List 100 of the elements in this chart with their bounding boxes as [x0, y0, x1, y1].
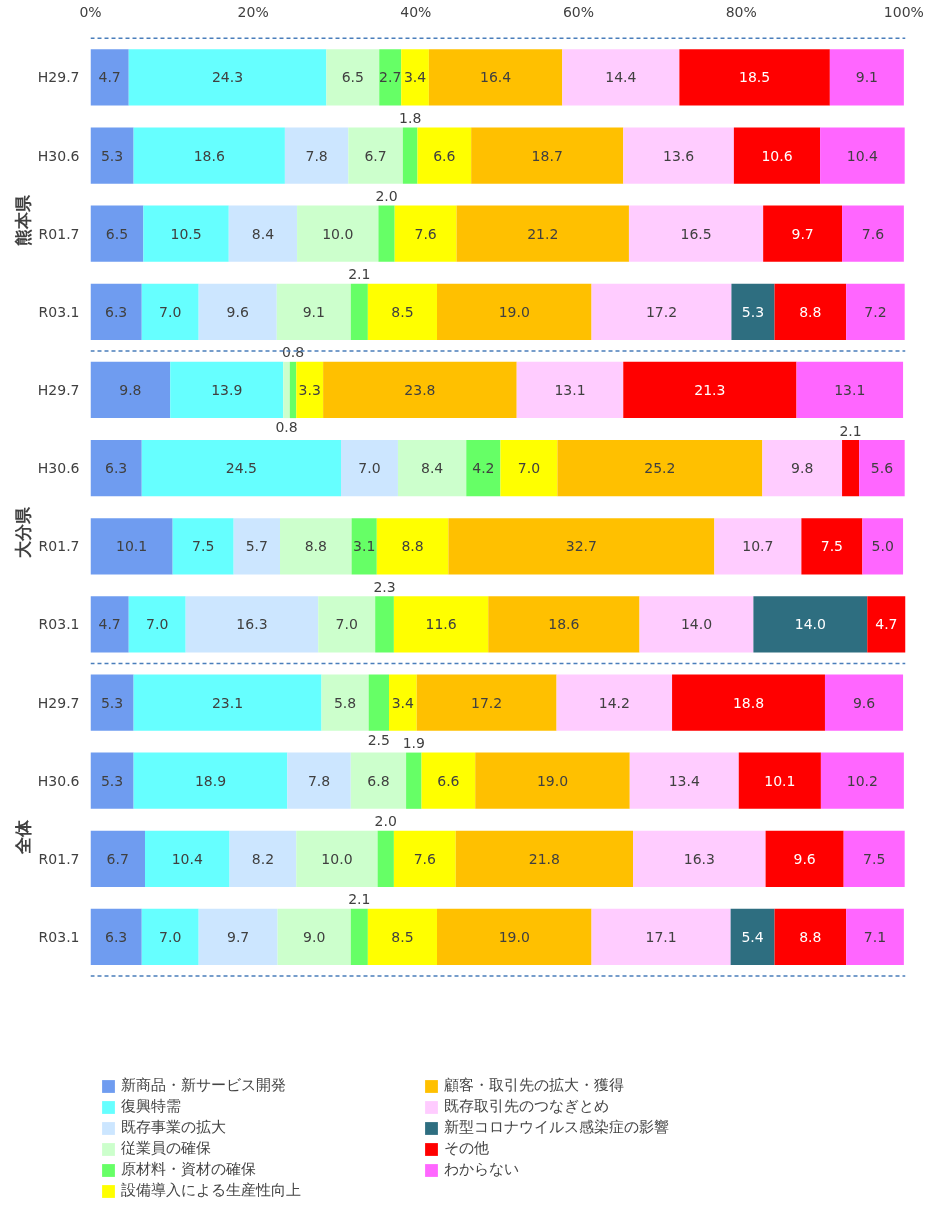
y-tick-label: R03.1 — [38, 616, 80, 633]
data-label: 2.0 — [374, 813, 397, 830]
data-label: 6.3 — [104, 460, 128, 477]
bar — [867, 596, 906, 653]
data-label: 17.2 — [471, 694, 503, 711]
data-label: 9.0 — [303, 928, 326, 945]
bar — [90, 361, 171, 419]
bar — [133, 752, 288, 809]
x-tick-label: 0% — [79, 3, 102, 20]
bar — [90, 752, 134, 809]
bar — [633, 830, 766, 887]
bar — [842, 439, 860, 497]
bar — [774, 283, 847, 340]
bar — [229, 830, 297, 887]
data-label: 6.5 — [105, 225, 129, 242]
bar — [90, 127, 134, 184]
bar — [591, 283, 732, 340]
data-label: 18.7 — [531, 147, 563, 164]
bar — [401, 49, 429, 106]
bar — [348, 127, 403, 184]
data-label: 5.3 — [741, 303, 765, 320]
data-label: 10.1 — [764, 772, 796, 789]
bar — [623, 361, 797, 419]
data-label: 25.2 — [644, 460, 676, 477]
data-label: 23.8 — [404, 381, 436, 398]
bar — [376, 518, 449, 575]
bar — [350, 752, 407, 809]
data-label: 5.4 — [741, 928, 764, 945]
bar — [437, 283, 592, 340]
bar — [228, 205, 298, 262]
data-label: 13.4 — [668, 772, 700, 789]
bar — [820, 127, 905, 184]
bar — [283, 361, 290, 419]
bar — [406, 752, 422, 809]
bar — [824, 674, 904, 731]
data-label: 9.7 — [226, 928, 250, 945]
data-label: 2.1 — [348, 266, 371, 283]
bar — [562, 49, 680, 106]
data-label: 10.2 — [846, 772, 878, 789]
bar — [796, 361, 904, 419]
bar — [379, 49, 402, 106]
legend-label: 従業員の確保 — [121, 1139, 212, 1158]
y-tick-label: H30.6 — [37, 772, 80, 789]
data-label: 7.0 — [517, 460, 541, 477]
data-label: 10.5 — [170, 225, 202, 242]
data-label: 9.1 — [855, 69, 878, 86]
data-label: 3.3 — [298, 381, 321, 398]
data-label: 7.0 — [159, 928, 182, 945]
data-label: 5.3 — [100, 147, 124, 164]
bar — [456, 205, 629, 262]
data-label: 10.7 — [742, 538, 774, 555]
data-label: 7.1 — [863, 928, 887, 945]
data-label: 17.2 — [645, 303, 678, 320]
data-label: 14.0 — [680, 616, 713, 633]
data-label: 21.3 — [694, 381, 726, 398]
data-label: 1.9 — [402, 735, 425, 752]
data-label: 19.0 — [498, 928, 530, 945]
bar — [416, 674, 557, 731]
data-label: 14.4 — [605, 69, 637, 86]
data-label: 6.6 — [433, 147, 456, 164]
bar — [296, 830, 378, 887]
bar — [731, 283, 775, 340]
bar — [733, 127, 821, 184]
data-label: 6.5 — [341, 69, 364, 86]
data-label: 7.0 — [159, 303, 182, 320]
bar — [284, 127, 349, 184]
bar — [862, 518, 904, 575]
data-label: 8.2 — [251, 850, 275, 867]
data-label: 3.4 — [403, 69, 427, 86]
legend-label: その他 — [444, 1139, 490, 1158]
data-label: 14.2 — [598, 694, 630, 711]
bar — [762, 439, 843, 497]
bar — [421, 752, 476, 809]
data-label: 7.6 — [414, 225, 437, 242]
data-label: 8.8 — [304, 538, 327, 555]
bar — [774, 908, 847, 966]
data-label: 5.3 — [100, 772, 124, 789]
bar — [350, 283, 368, 340]
data-label: 8.5 — [391, 303, 414, 320]
legend-label: 新商品・新サービス開発 — [121, 1076, 287, 1095]
data-label: 9.6 — [226, 303, 249, 320]
bar — [198, 908, 278, 966]
bar — [843, 830, 905, 887]
data-label: 0.8 — [275, 419, 298, 436]
data-label: 18.9 — [194, 772, 227, 789]
data-label: 4.7 — [98, 616, 121, 633]
data-label: 16.4 — [479, 69, 512, 86]
data-label: 9.8 — [791, 460, 814, 477]
data-label: 18.6 — [548, 616, 580, 633]
data-label: 19.0 — [536, 772, 569, 789]
bar — [394, 205, 457, 262]
data-label: 4.7 — [875, 616, 898, 633]
data-label: 5.6 — [870, 460, 894, 477]
bar — [233, 518, 281, 575]
bar — [277, 908, 351, 966]
bar — [471, 127, 624, 184]
bar — [455, 830, 634, 887]
data-label: 7.2 — [864, 303, 887, 320]
data-label: 6.7 — [106, 850, 129, 867]
y-tick-label: H29.7 — [37, 381, 80, 398]
